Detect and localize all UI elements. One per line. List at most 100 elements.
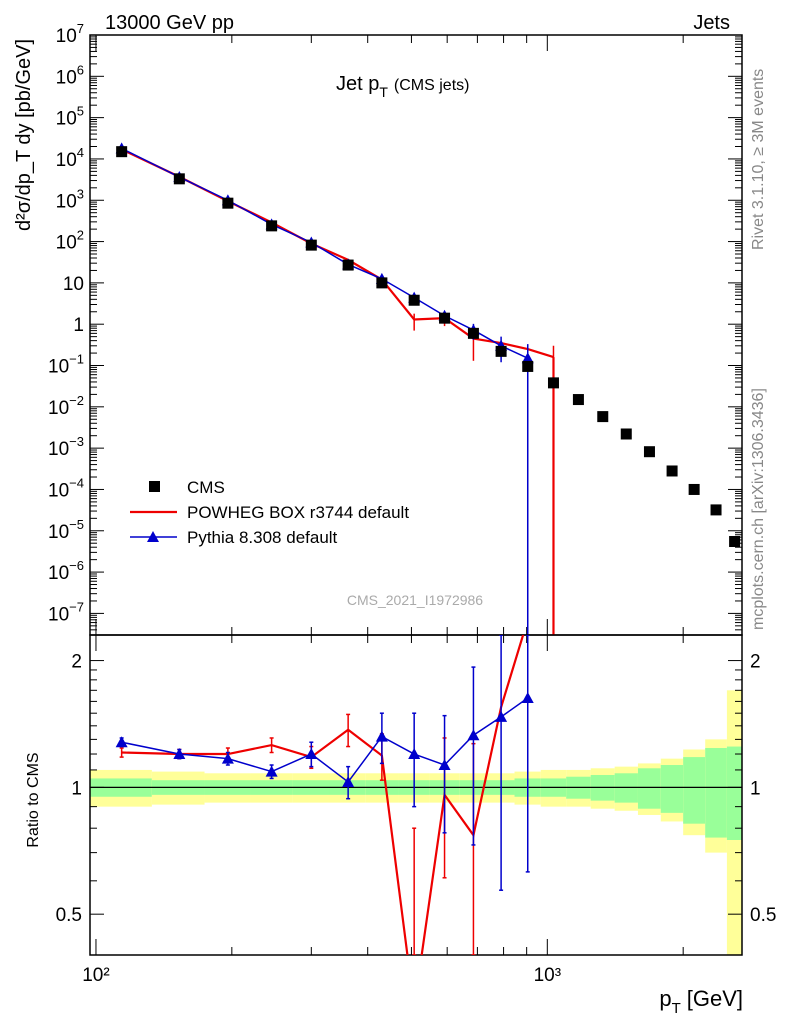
cms-marker <box>342 259 354 271</box>
pythia-ratio-marker <box>375 730 388 742</box>
cms-marker <box>116 146 128 158</box>
header-left: 13000 GeV pp <box>105 12 234 34</box>
pythia-ratio-marker <box>438 759 451 771</box>
pythia-ratio-marker <box>305 748 318 760</box>
ratio-y-label: 2 <box>71 652 82 673</box>
y-tick-base: 10 <box>56 67 77 88</box>
cms-marker <box>222 197 234 209</box>
legend-pythia-marker <box>147 531 159 542</box>
mcplots-label: mcplots.cern.ch [arXiv:1306.3436] <box>750 388 767 630</box>
cms-marker <box>467 327 479 339</box>
y-tick-exp: 7 <box>77 21 84 36</box>
y-tick-base: 10 <box>56 109 77 130</box>
y-tick-exp: −1 <box>69 352 84 367</box>
y-tick-exp: −6 <box>69 558 84 573</box>
y-tick-base: 10 <box>48 563 69 584</box>
main-data <box>115 142 741 635</box>
pythia-ratio-marker <box>173 748 186 760</box>
y-tick-label: 10−4 <box>48 475 84 501</box>
y-tick-base: 10 <box>48 357 69 378</box>
y-tick-label: 10−7 <box>48 599 84 625</box>
cms-marker <box>376 277 388 289</box>
pythia-ratio-marker <box>115 736 128 748</box>
y-tick-label: 10 <box>63 274 84 295</box>
cms-marker <box>439 312 451 324</box>
x-axis-label: pT [GeV] <box>659 986 743 1017</box>
y-tick-label: 103 <box>56 186 84 212</box>
main-panel: 10−710−610−510−410−310−210−1110102103104… <box>48 21 743 636</box>
cms-marker <box>522 360 534 372</box>
y-tick-exp: 2 <box>77 228 84 243</box>
cms-marker <box>688 483 700 495</box>
ratio-bands <box>90 690 742 955</box>
cms-marker <box>547 377 559 389</box>
y-tick-base: 10 <box>48 398 69 419</box>
y-tick-exp: −2 <box>69 393 84 408</box>
y-tick-label: 10−2 <box>48 393 84 419</box>
y-tick-label: 102 <box>56 228 84 254</box>
ratio-y-label: 0.5 <box>56 905 82 926</box>
legend-pythia-label: Pythia 8.308 default <box>187 528 338 547</box>
ratio-axis-label: Ratio to CMS <box>25 752 42 847</box>
y-tick-exp: 3 <box>77 186 84 201</box>
legend-cms-label: CMS <box>187 478 225 497</box>
y-tick-base: 10 <box>48 522 69 543</box>
y-tick-exp: 4 <box>77 145 84 160</box>
y-tick-base: 10 <box>48 604 69 625</box>
cms-marker <box>266 220 278 232</box>
ratio-y-label-right: 1 <box>750 778 761 799</box>
cms-marker <box>305 239 317 251</box>
y-tick-label: 10−3 <box>48 434 84 460</box>
ratio-y-label-right: 2 <box>750 652 761 673</box>
y-tick-base: 10 <box>56 26 77 47</box>
y-tick-label: 10−6 <box>48 558 84 584</box>
ratio-y-label-right: 0.5 <box>750 905 776 926</box>
cms-marker <box>666 465 678 477</box>
cms-marker <box>643 446 655 458</box>
cms-marker <box>597 411 609 423</box>
y-tick-label: 105 <box>56 104 84 130</box>
pythia-ratio-line <box>121 697 529 784</box>
pythia-marker <box>521 352 534 364</box>
pythia-ratio-marker <box>342 775 355 787</box>
y-tick-base: 10 <box>56 233 77 254</box>
legend-powheg-label: POWHEG BOX r3744 default <box>187 503 409 522</box>
ratio-panel: 10² 10³ 0.5 0.5 1 1 2 2 <box>56 634 776 986</box>
pythia-ratio-marker <box>521 691 534 703</box>
y-tick-exp: −7 <box>69 599 84 614</box>
pythia-ratio-marker <box>495 710 508 722</box>
cms-marker <box>173 173 185 185</box>
band-inner-bin <box>660 765 684 813</box>
header-right: Jets <box>693 12 730 34</box>
band-inner-bin <box>683 757 706 824</box>
cms-marker <box>408 294 420 306</box>
y-tick-label: 10−1 <box>48 352 84 378</box>
pythia-ratio-marker <box>467 729 480 741</box>
cms-marker <box>729 535 741 547</box>
powheg-ratio-line <box>121 635 525 955</box>
watermark: CMS_2021_I1972986 <box>347 592 483 608</box>
y-tick-exp: −4 <box>69 475 84 490</box>
band-inner-bin <box>705 748 727 838</box>
pythia-ratio-marker <box>265 765 278 777</box>
ratio-data <box>115 635 534 955</box>
y-tick-label: 10−5 <box>48 517 84 543</box>
y-axis-label: d²σ/dp_T dy [pb/GeV] <box>13 39 35 231</box>
pythia-ratio-marker <box>221 752 234 764</box>
y-tick-label: 107 <box>56 21 84 47</box>
band-outer-bin <box>726 690 742 955</box>
y-tick-base: 10 <box>48 439 69 460</box>
ratio-y-label: 1 <box>71 778 82 799</box>
y-tick-base: 10 <box>56 150 77 171</box>
cms-marker <box>495 345 507 357</box>
x-tick-label: 10² <box>82 965 109 986</box>
y-tick-base: 10 <box>48 480 69 501</box>
legend-cms-marker <box>149 481 160 492</box>
pythia-ratio-marker <box>408 748 421 760</box>
cms-marker <box>572 394 584 406</box>
y-tick-exp: 5 <box>77 104 84 119</box>
y-tick-base: 10 <box>56 191 77 212</box>
x-tick-label: 10³ <box>534 965 561 986</box>
y-tick-exp: −3 <box>69 434 84 449</box>
